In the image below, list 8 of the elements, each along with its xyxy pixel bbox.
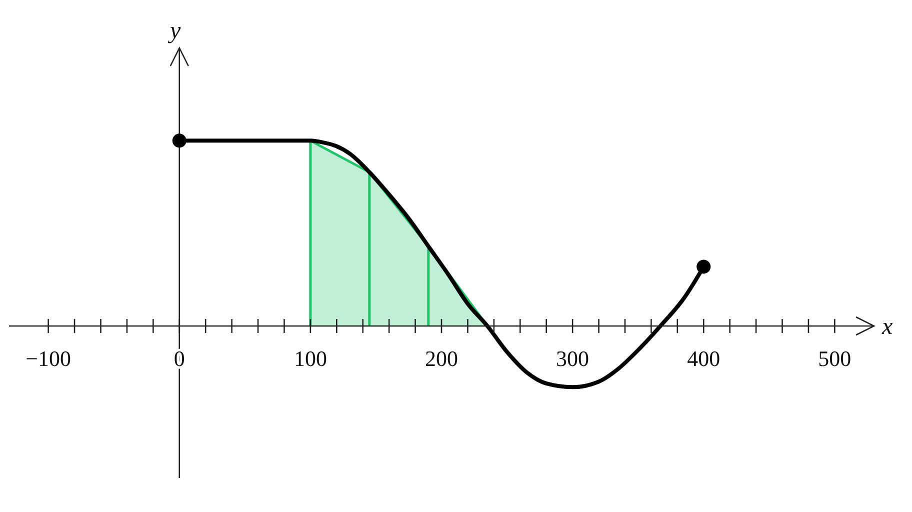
x-axis-title: x [881, 314, 893, 340]
x-tick-label: 300 [556, 346, 590, 372]
x-tick-label: −100 [26, 346, 72, 372]
x-tick-label: 400 [687, 346, 720, 372]
x-tick-label: 500 [818, 346, 852, 372]
x-tick-label: 100 [294, 346, 327, 372]
x-tick-label: 200 [425, 346, 458, 372]
y-axis-title: y [168, 18, 182, 44]
